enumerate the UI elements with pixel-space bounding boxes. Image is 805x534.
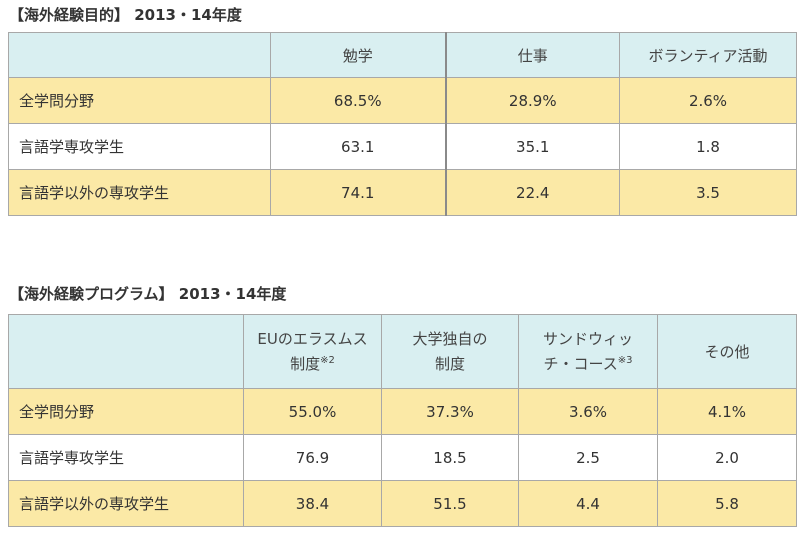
table-cell: 18.5	[381, 434, 519, 481]
row-label: 言語学以外の専攻学生	[8, 480, 244, 527]
header-volunteer: ボランティア活動	[619, 32, 797, 78]
table-cell: 4.1%	[657, 388, 797, 435]
table-row: 言語学専攻学生 76.9 18.5 2.5 2.0	[8, 434, 797, 481]
table1-title: 【海外経験目的】 2013・14年度	[9, 6, 242, 24]
table-cell: 4.4	[518, 480, 658, 527]
table-cell: 2.5	[518, 434, 658, 481]
table-cell: 63.1	[270, 123, 446, 170]
table-row: 言語学以外の専攻学生 38.4 51.5 4.4 5.8	[8, 480, 797, 527]
table-cell: 51.5	[381, 480, 519, 527]
footnote-mark: ※2	[320, 354, 335, 366]
row-label: 全学問分野	[8, 77, 271, 124]
header-line1: 大学独自の	[412, 329, 488, 348]
row-label: 全学問分野	[8, 388, 244, 435]
table-cell: 2.6%	[619, 77, 797, 124]
header-line2: 制度	[434, 354, 465, 373]
table-header-row: 勉学 仕事 ボランティア活動	[8, 32, 797, 78]
header-line2: 制度	[290, 354, 321, 373]
table-cell: 35.1	[444, 123, 620, 170]
row-label: 言語学専攻学生	[8, 434, 244, 481]
table-cell: 74.1	[270, 169, 446, 216]
table-row: 全学問分野 68.5% 28.9% 2.6%	[8, 77, 797, 124]
table-cell: 1.8	[619, 123, 797, 170]
table2-title: 【海外経験プログラム】 2013・14年度	[9, 285, 287, 303]
header-line1: サンドウィッ	[542, 329, 633, 348]
header-corner-cell	[8, 32, 271, 78]
table-cell: 28.9%	[444, 77, 620, 124]
header-corner-cell	[8, 314, 244, 389]
header-line1: EUのエラスムス	[257, 329, 368, 348]
header-sandwich: サンドウィッ チ・コース※3	[518, 314, 658, 389]
table-cell: 22.4	[444, 169, 620, 216]
table-cell: 3.6%	[518, 388, 658, 435]
table-cell: 68.5%	[270, 77, 446, 124]
table-cell: 37.3%	[381, 388, 519, 435]
table-cell: 2.0	[657, 434, 797, 481]
header-work: 仕事	[444, 32, 620, 78]
program-table: EUのエラスムス 制度※2 大学独自の 制度 サンドウィッ チ・コース※3 その…	[8, 314, 797, 527]
table-cell: 38.4	[243, 480, 382, 527]
row-label: 言語学専攻学生	[8, 123, 271, 170]
table-cell: 55.0%	[243, 388, 382, 435]
header-other: その他	[657, 314, 797, 389]
purpose-table: 勉学 仕事 ボランティア活動 全学問分野 68.5% 28.9% 2.6% 言語…	[8, 32, 797, 216]
table-row: 言語学以外の専攻学生 74.1 22.4 3.5	[8, 169, 797, 216]
header-line2: チ・コース	[543, 354, 618, 373]
header-study: 勉学	[270, 32, 446, 78]
header-erasmus: EUのエラスムス 制度※2	[243, 314, 382, 389]
table-header-row: EUのエラスムス 制度※2 大学独自の 制度 サンドウィッ チ・コース※3 その…	[8, 314, 797, 389]
header-university: 大学独自の 制度	[381, 314, 519, 389]
table-cell: 3.5	[619, 169, 797, 216]
table-cell: 76.9	[243, 434, 382, 481]
table-cell: 5.8	[657, 480, 797, 527]
row-label: 言語学以外の専攻学生	[8, 169, 271, 216]
table-row: 言語学専攻学生 63.1 35.1 1.8	[8, 123, 797, 170]
table-row: 全学問分野 55.0% 37.3% 3.6% 4.1%	[8, 388, 797, 435]
footnote-mark: ※3	[617, 354, 633, 366]
